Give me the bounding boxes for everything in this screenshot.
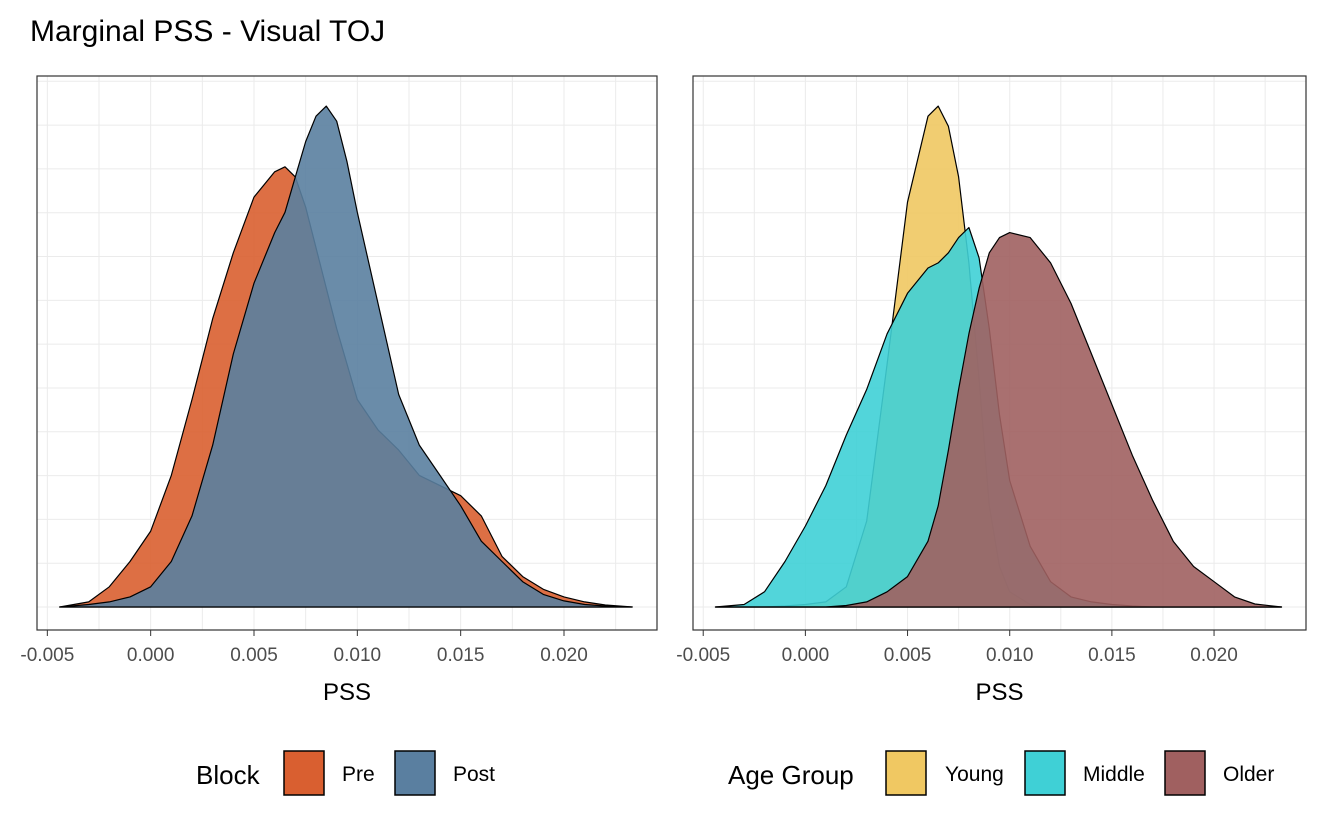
legend-label-young: Young [945,763,1004,786]
x-axis-title: PSS [323,679,371,706]
x-tick-label: 0.000 [782,645,830,666]
right-panel-pss-by-age-group: -0.005 0.000 0.005 0.010 0.015 0.020 PSS Age Gr… [676,75,1307,796]
x-tick-label: 0.005 [884,645,932,666]
legend-label-post: Post [453,763,495,786]
density-area-older [714,232,1283,608]
panel-border [36,75,658,631]
x-tick-label: 0.015 [437,645,485,666]
legend-key-pre [283,750,325,796]
x-axis-title: PSS [975,679,1023,706]
x-tick-label: -0.005 [676,645,730,666]
x-tick-label: 0.000 [127,645,175,666]
x-tick-label: 0.015 [1088,645,1136,666]
x-tick-label: 0.005 [230,645,278,666]
x-tick-label: 0.020 [1190,645,1238,666]
legend: Age Group Young Middle Older [728,750,1274,796]
figure-title: Marginal PSS - Visual TOJ [30,15,385,48]
legend-key-post [394,750,436,796]
left-panel-pss-by-block: -0.005 0.000 0.005 0.010 0.015 0.020 PSS Block P… [20,75,658,796]
legend-label-pre: Pre [342,763,375,786]
legend-label-middle: Middle [1083,763,1145,786]
legend-key-young [885,750,927,796]
panel-border [692,75,1307,631]
legend: Block Pre Post [196,750,495,796]
legend-title: Block [196,760,261,790]
x-tick-label: 0.020 [540,645,588,666]
legend-key-older [1164,750,1206,796]
legend-key-middle [1024,750,1066,796]
density-area-post [59,105,633,608]
x-tick-label: 0.010 [334,645,382,666]
x-tick-label: -0.005 [20,645,74,666]
legend-label-older: Older [1223,763,1274,786]
x-tick-label: 0.010 [986,645,1034,666]
legend-title: Age Group [728,760,854,790]
